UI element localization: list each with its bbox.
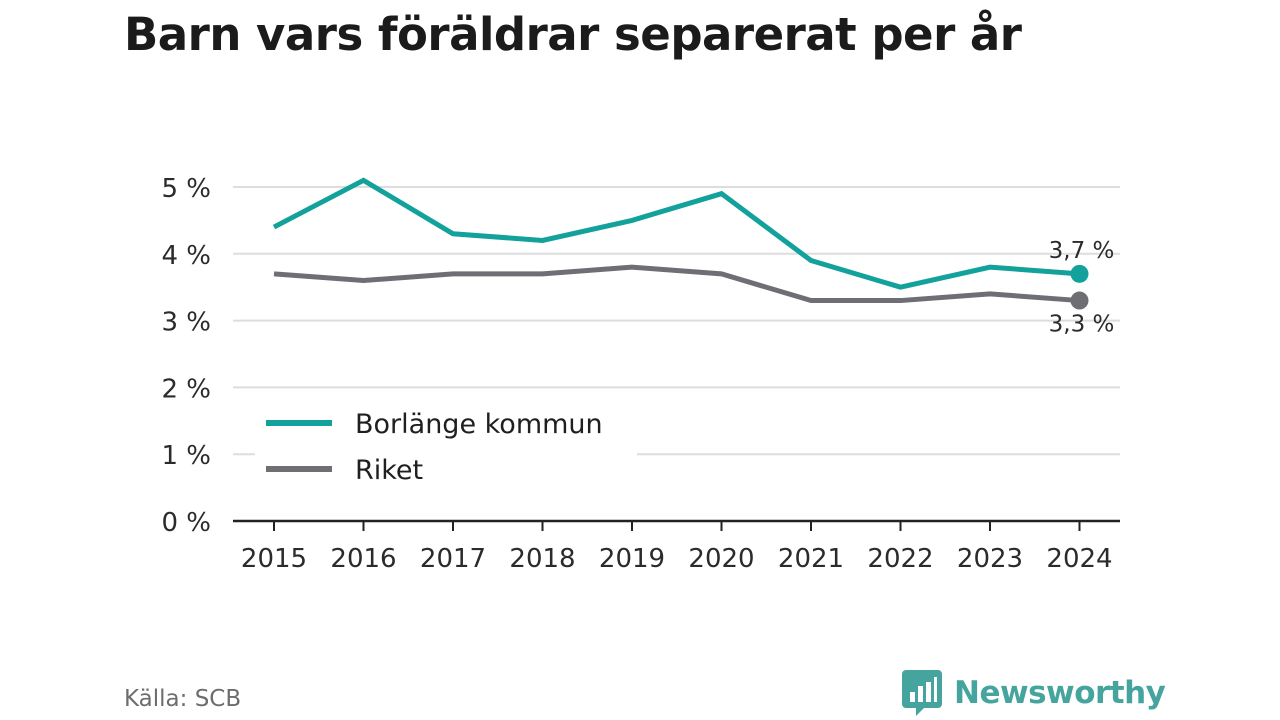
x-tick-label: 2022 [867, 544, 933, 574]
newsworthy-logo-icon [902, 670, 942, 716]
x-tick-label: 2023 [957, 544, 1023, 574]
legend-box [255, 400, 637, 492]
source-note: Källa: SCB [124, 686, 242, 712]
series-line-riket [273, 264, 1080, 304]
y-tick-label: 5 % [161, 174, 211, 204]
end-point-riket [1070, 291, 1089, 310]
y-tick-label: 2 % [161, 374, 211, 404]
x-tick-label: 2017 [420, 544, 486, 574]
y-tick-label: 4 % [161, 241, 211, 271]
x-tick-label: 2024 [1046, 544, 1112, 574]
data-label-borlange: 3,7 % [1049, 238, 1115, 264]
y-tick-label: 1 % [161, 441, 211, 471]
brand-logo: Newsworthy [902, 670, 1166, 716]
x-tick-label: 2020 [688, 544, 754, 574]
x-tick-label: 2021 [778, 544, 844, 574]
brand-name: Newsworthy [954, 675, 1166, 711]
chart-title: Barn vars föräldrar separerat per år [124, 8, 1022, 61]
data-label-riket: 3,3 % [1049, 312, 1115, 338]
y-tick-label: 3 % [161, 308, 211, 338]
end-point-borlange [1070, 264, 1089, 283]
legend-label: Borlänge kommun [355, 409, 603, 440]
x-tick-label: 2018 [509, 544, 575, 574]
series-line-borlange [272, 177, 1080, 290]
x-tick-label: 2016 [330, 544, 396, 574]
x-tick-label: 2019 [599, 544, 665, 574]
y-tick-label: 0 % [161, 508, 211, 538]
x-tick-label: 2015 [241, 544, 307, 574]
legend-label: Riket [355, 455, 423, 486]
